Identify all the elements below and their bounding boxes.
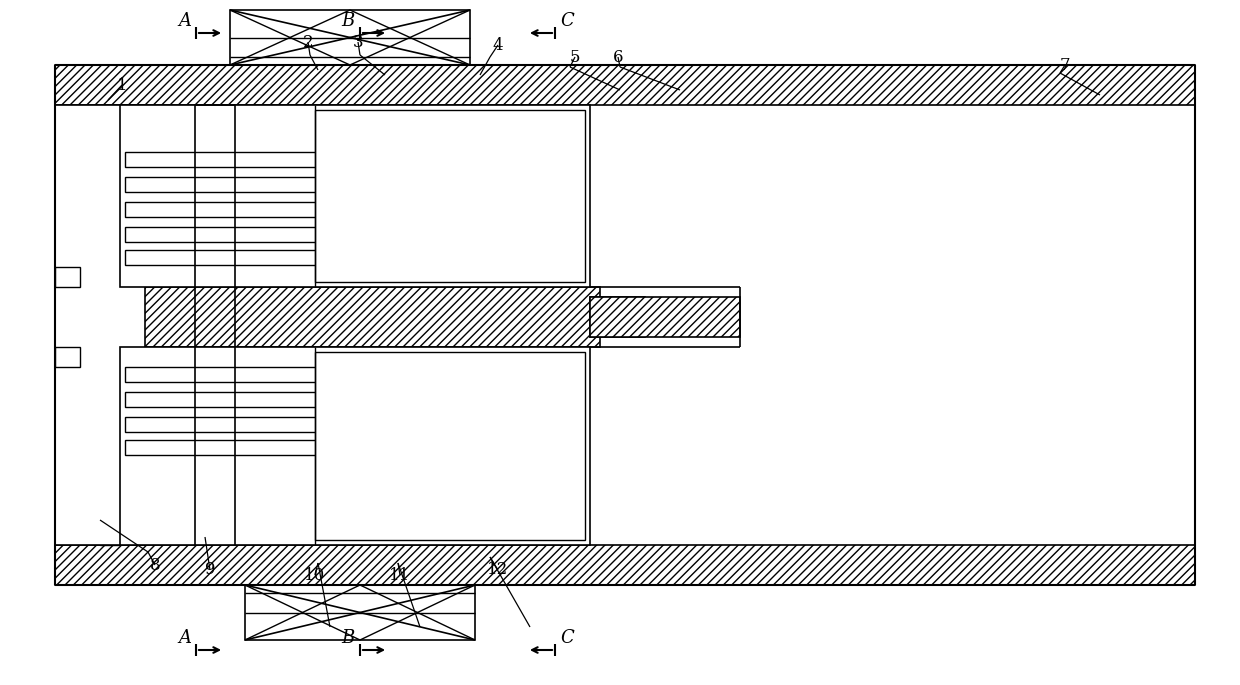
Text: 2: 2 [303,34,314,51]
Bar [125,202,320,217]
Text: 9: 9 [205,562,216,579]
Bar [315,352,585,540]
Text: 10: 10 [304,566,326,584]
Text: A: A [179,629,191,647]
Bar [78,342,98,352]
Text: B: B [342,12,355,30]
Bar [55,287,600,347]
Text: 6: 6 [613,49,624,66]
Bar [125,440,320,455]
Bar [590,297,645,337]
Bar [125,250,320,265]
Bar [100,347,120,545]
Bar [229,10,470,65]
Bar [365,349,465,363]
Bar [125,349,340,363]
Bar [365,271,465,285]
Bar [120,105,590,287]
Bar [125,152,320,167]
Text: A: A [179,12,191,30]
Bar [78,282,98,292]
Text: B: B [342,629,355,647]
Bar [125,227,320,242]
Bar [55,347,81,367]
Bar [125,271,340,285]
Text: C: C [560,12,574,30]
Bar [55,267,81,287]
Text: 4: 4 [492,36,503,53]
Bar [55,105,145,545]
Text: 11: 11 [389,566,410,584]
Bar [125,417,320,432]
Bar [315,110,585,282]
Text: 1: 1 [117,77,128,93]
Bar [125,177,320,192]
Bar [246,585,475,640]
Text: 3: 3 [352,34,363,51]
Bar [125,392,320,407]
Text: C: C [560,629,574,647]
Text: 5: 5 [569,49,580,66]
Bar [55,65,1195,105]
Bar [125,367,320,382]
Bar [100,105,120,287]
Bar [55,545,1195,585]
Text: 8: 8 [150,556,160,573]
Bar [590,297,740,337]
Bar [120,347,590,545]
Text: 7: 7 [1060,56,1070,73]
Text: 12: 12 [487,562,508,579]
